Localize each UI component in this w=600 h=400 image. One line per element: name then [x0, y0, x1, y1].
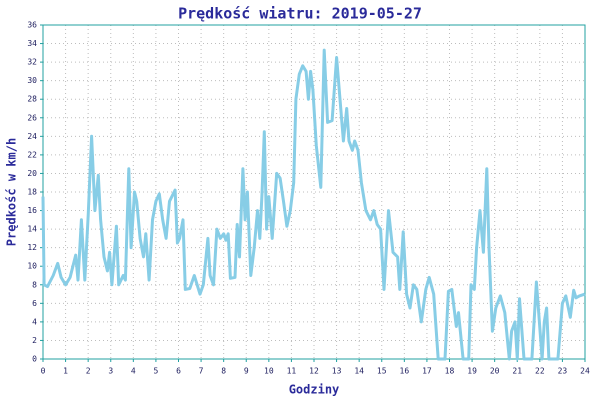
- x-tick-label: 13: [332, 367, 342, 376]
- x-tick-label: 16: [400, 367, 410, 376]
- x-tick-label: 8: [221, 367, 226, 376]
- y-tick-label: 28: [27, 95, 37, 104]
- x-tick-label: 10: [264, 367, 274, 376]
- y-tick-label: 10: [27, 262, 37, 271]
- y-tick-label: 12: [27, 243, 37, 252]
- x-tick-label: 15: [377, 367, 387, 376]
- x-tick-label: 1: [63, 367, 68, 376]
- y-tick-label: 22: [27, 150, 37, 159]
- y-tick-label: 2: [32, 336, 37, 345]
- x-tick-label: 3: [108, 367, 113, 376]
- x-tick-label: 19: [467, 367, 477, 376]
- data-line: [41, 48, 586, 361]
- x-tick-label: 12: [309, 367, 319, 376]
- x-tick-label: 24: [580, 367, 590, 376]
- y-axis-label: Prędkość w km/h: [5, 138, 19, 246]
- x-tick-label: 0: [41, 367, 46, 376]
- y-tick-label: 34: [27, 39, 37, 48]
- y-tick-label: 14: [27, 225, 37, 234]
- x-axis-label: Godziny: [289, 383, 340, 397]
- y-tick-label: 16: [27, 206, 37, 215]
- y-tick-label: 4: [32, 317, 37, 326]
- chart-title: Prędkość wiatru: 2019-05-27: [178, 5, 422, 23]
- x-tick-label: 17: [422, 367, 432, 376]
- x-tick-label: 22: [535, 367, 545, 376]
- y-tick-label: 8: [32, 280, 37, 289]
- y-tick-label: 24: [27, 132, 37, 141]
- x-tick-label: 23: [558, 367, 568, 376]
- x-tick-label: 9: [244, 367, 249, 376]
- y-tick-label: 20: [27, 169, 37, 178]
- x-tick-label: 7: [199, 367, 204, 376]
- x-tick-label: 11: [287, 367, 297, 376]
- y-tick-label: 36: [27, 21, 37, 30]
- y-tick-label: 6: [32, 299, 37, 308]
- x-tick-label: 20: [490, 367, 500, 376]
- y-tick-label: 18: [27, 188, 37, 197]
- x-tick-label: 5: [154, 367, 159, 376]
- x-tick-label: 4: [131, 367, 136, 376]
- y-tick-label: 30: [27, 76, 37, 85]
- y-tick-label: 26: [27, 113, 37, 122]
- plot-frame: [42, 24, 586, 360]
- x-tick-label: 2: [86, 367, 91, 376]
- x-tick-label: 14: [354, 367, 364, 376]
- y-tick-label: 32: [27, 58, 37, 67]
- x-tick-label: 18: [445, 367, 455, 376]
- x-tick-label: 21: [512, 367, 522, 376]
- y-tick-label: 0: [32, 355, 37, 364]
- x-tick-label: 6: [176, 367, 181, 376]
